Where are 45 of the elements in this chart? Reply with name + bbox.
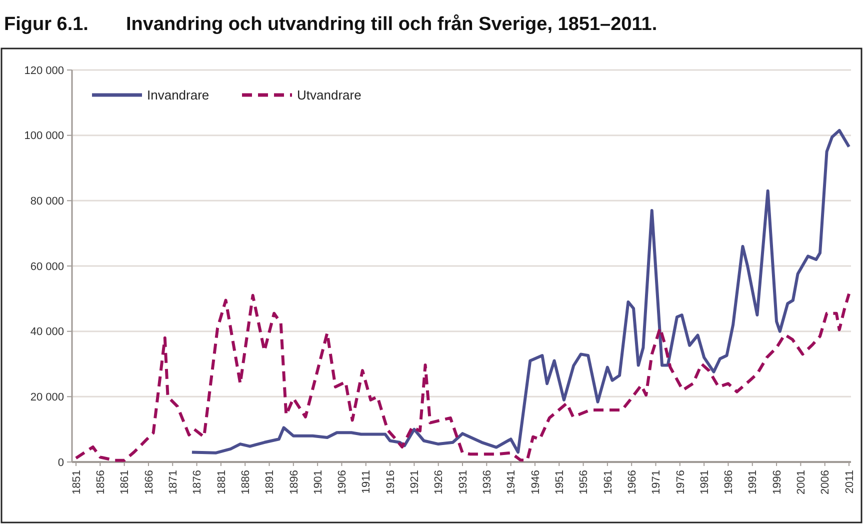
x-tick-label: 1931 <box>457 470 470 494</box>
x-tick-label: 1991 <box>747 470 760 494</box>
x-tick-label: 1911 <box>360 470 373 494</box>
x-tick-label: 1876 <box>192 470 204 494</box>
x-tick-label: 2011 <box>844 470 856 494</box>
x-tick-label: 1981 <box>698 470 711 494</box>
y-tick-label: 120 000 <box>24 64 64 77</box>
legend-label: Utvandrare <box>297 88 362 103</box>
x-tick-label: 1861 <box>119 470 132 494</box>
x-tick-label: 1926 <box>433 470 446 494</box>
line-series <box>74 292 850 462</box>
x-tick-label: 2001 <box>796 470 808 494</box>
x-tick-label: 1856 <box>95 470 108 494</box>
line-series <box>190 128 850 454</box>
x-tick-label: 1996 <box>771 470 784 494</box>
x-tick-label: 1851 <box>70 470 83 494</box>
x-tick-label: 1871 <box>167 470 180 494</box>
y-tick-label: 60 000 <box>30 260 64 273</box>
y-tick-label: 80 000 <box>30 196 64 208</box>
legend-label: Invandrare <box>147 88 210 103</box>
y-tick-label: 20 000 <box>30 392 64 404</box>
x-tick-label: 1906 <box>336 470 349 494</box>
x-tick-label: 1936 <box>482 470 494 494</box>
x-tick-label: 1866 <box>143 470 156 494</box>
x-tick-label: 1896 <box>288 470 300 494</box>
x-tick-label: 1881 <box>216 470 228 494</box>
chart-title: Figur 6.1. Invandring och utvandring till och från Sverige, 1851–2011. <box>4 14 658 35</box>
y-tick-label: 0 <box>58 456 64 469</box>
x-tick-label: 1961 <box>602 470 614 494</box>
x-tick-label: 1946 <box>530 470 542 494</box>
x-tick-label: 1971 <box>650 470 663 494</box>
x-tick-label: 1986 <box>723 470 736 494</box>
x-tick-label: 1941 <box>506 470 518 494</box>
x-tick-label: 1891 <box>264 470 276 494</box>
x-tick-label: 1921 <box>409 470 422 494</box>
x-tick-label: 1976 <box>674 470 687 494</box>
y-tick-label: 100 000 <box>24 130 64 142</box>
x-tick-label: 1916 <box>384 470 397 494</box>
x-tick-label: 1966 <box>626 470 638 494</box>
x-tick-label: 1886 <box>240 470 252 494</box>
y-tick-label: 40 000 <box>30 326 64 338</box>
x-tick-label: 1901 <box>312 470 324 494</box>
x-tick-label: 1956 <box>578 470 590 494</box>
x-tick-label: 1951 <box>554 470 566 494</box>
x-tick-label: 2006 <box>820 470 832 494</box>
